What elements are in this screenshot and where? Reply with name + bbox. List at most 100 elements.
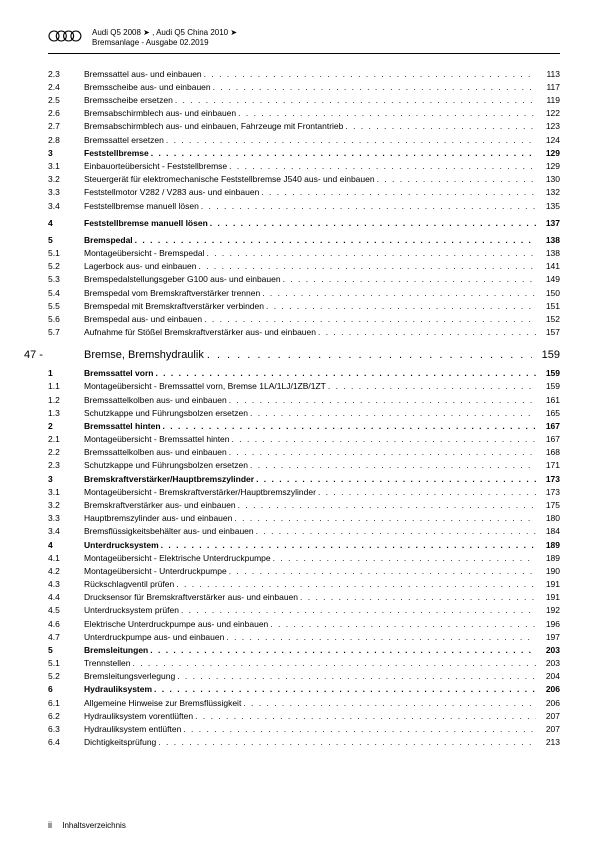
toc-page: 165 [536,407,560,420]
toc-section: 5Bremsleitungen. . . . . . . . . . . . .… [48,644,560,657]
footer-page-number: ii [48,820,52,830]
toc-page: 207 [536,723,560,736]
toc-num: 5.1 [48,247,84,260]
toc-num: 3.2 [48,173,84,186]
header-line-2: Bremsanlage - Ausgabe 02.2019 [92,38,237,48]
toc-num: 2.6 [48,107,84,120]
toc-page: 129 [536,160,560,173]
toc-page: 171 [536,459,560,472]
toc-num: 6.1 [48,697,84,710]
toc-num: 6.2 [48,710,84,723]
toc-dots: . . . . . . . . . . . . . . . . . . . . … [202,313,536,326]
toc-item: 4.3Rückschlagventil prüfen. . . . . . . … [48,578,560,591]
toc-page: 206 [536,683,560,696]
toc-item: 5.5Bremspedal mit Bremskraftverstärker v… [48,300,560,313]
toc-page: 189 [536,539,560,552]
toc-title: Montageübersicht - Bremssattel vorn, Bre… [84,380,326,393]
toc-item: 3.2Steuergerät für elektromechanische Fe… [48,173,560,186]
toc-dots: . . . . . . . . . . . . . . . . . . . . … [152,683,536,696]
toc-page: 123 [536,120,560,133]
toc-title: Montageübersicht - Bremspedal [84,247,204,260]
toc-dots: . . . . . . . . . . . . . . . . . . . . … [199,200,536,213]
toc-item: 3.1Montageübersicht - Bremskraftverstärk… [48,486,560,499]
toc-page: 189 [536,552,560,565]
toc-num: 5.6 [48,313,84,326]
toc-title: Steuergerät für elektromechanische Fests… [84,173,375,186]
toc-item: 3.1Einbauorteübersicht - Feststellbremse… [48,160,560,173]
toc-item: 3.4Feststellbremse manuell lösen. . . . … [48,200,560,213]
toc-section: 4Feststellbremse manuell lösen. . . . . … [48,217,560,230]
toc-page: 152 [536,313,560,326]
toc-title: Bremspedalstellungsgeber G100 aus- und e… [84,273,281,286]
toc-item: 4.7Unterdruckpumpe aus- und einbauen. . … [48,631,560,644]
toc-item: 3.2Bremskraftverstärker aus- und einbaue… [48,499,560,512]
toc-title: Bremsscheibe ersetzen [84,94,173,107]
toc-num: 1.2 [48,394,84,407]
table-of-contents: 2.3Bremssattel aus- und einbauen. . . . … [48,68,560,749]
toc-num: 4.7 [48,631,84,644]
toc-num: 4 [48,539,84,552]
toc-title: Bremsflüssigkeitsbehälter aus- und einba… [84,525,254,538]
toc-page: 119 [536,94,560,107]
toc-page: 203 [536,657,560,670]
toc-num: 2.2 [48,446,84,459]
toc-dots: . . . . . . . . . . . . . . . . . . . . … [227,446,536,459]
toc-dots: . . . . . . . . . . . . . . . . . . . . … [264,300,536,313]
toc-num: 5.2 [48,670,84,683]
toc-num: 2.5 [48,94,84,107]
toc-dots: . . . . . . . . . . . . . . . . . . . . … [236,107,536,120]
toc-num: 3.3 [48,186,84,199]
toc-item: 1.2Bremssattelkolben aus- und einbauen. … [48,394,560,407]
toc-dots: . . . . . . . . . . . . . . . . . . . . … [149,147,536,160]
toc-title: Feststellbremse manuell lösen [84,217,208,230]
toc-title: Unterdruckpumpe aus- und einbauen [84,631,224,644]
toc-num: 5 [48,234,84,247]
toc-page: 173 [536,473,560,486]
toc-page: 207 [536,710,560,723]
toc-item: 2.8Bremssattel ersetzen. . . . . . . . .… [48,134,560,147]
toc-title: Bremsabschirmblech aus- und einbauen [84,107,236,120]
toc-item: 2.7Bremsabschirmblech aus- und einbauen,… [48,120,560,133]
toc-section: 1Bremssattel vorn. . . . . . . . . . . .… [48,367,560,380]
toc-dots: . . . . . . . . . . . . . . . . . . . . … [204,247,536,260]
toc-title: Bremskraftverstärker/Hauptbremszylinder [84,473,254,486]
toc-dots: . . . . . . . . . . . . . . . . . . . . … [343,120,536,133]
toc-dots: . . . . . . . . . . . . . . . . . . . . … [326,380,536,393]
toc-title: Bremspedal aus- und einbauen [84,313,202,326]
toc-num: 4.6 [48,618,84,631]
toc-title: Unterdrucksystem prüfen [84,604,179,617]
toc-title: Feststellmotor V282 / V283 aus- und einb… [84,186,259,199]
toc-item: 1.1Montageübersicht - Bremssattel vorn, … [48,380,560,393]
toc-page: 184 [536,525,560,538]
toc-page: 150 [536,287,560,300]
toc-dots: . . . . . . . . . . . . . . . . . . . . … [230,433,536,446]
toc-num: 1.1 [48,380,84,393]
toc-item: 5.1Montageübersicht - Bremspedal. . . . … [48,247,560,260]
toc-section: 5Bremspedal. . . . . . . . . . . . . . .… [48,234,560,247]
toc-num: 5.7 [48,326,84,339]
toc-title: Lagerbock aus- und einbauen [84,260,196,273]
toc-dots: . . . . . . . . . . . . . . . . . . . . … [268,618,536,631]
toc-page: 175 [536,499,560,512]
toc-page: 161 [536,394,560,407]
toc-page: 213 [536,736,560,749]
toc-title: Dichtigkeitsprüfung [84,736,156,749]
toc-dots: . . . . . . . . . . . . . . . . . . . . … [133,234,536,247]
toc-num: 3.1 [48,160,84,173]
toc-page: 168 [536,446,560,459]
toc-title: Feststellbremse [84,147,149,160]
toc-section: 3Bremskraftverstärker/Hauptbremszylinder… [48,473,560,486]
toc-item: 5.2Bremsleitungsverlegung. . . . . . . .… [48,670,560,683]
toc-page: 167 [536,433,560,446]
toc-dots: . . . . . . . . . . . . . . . . . . . . … [227,394,536,407]
toc-page: 132 [536,186,560,199]
toc-dots: . . . . . . . . . . . . . . . . . . . . … [161,420,536,433]
toc-page: 159 [536,380,560,393]
toc-title: Rückschlagventil prüfen [84,578,174,591]
toc-num: 2.4 [48,81,84,94]
toc-title: Drucksensor für Bremskraftverstärker aus… [84,591,298,604]
toc-item: 3.3Feststellmotor V282 / V283 aus- und e… [48,186,560,199]
toc-title: Bremspedal mit Bremskraftverstärker verb… [84,300,264,313]
toc-num: 5.3 [48,273,84,286]
page: Audi Q5 2008 ➤ , Audi Q5 China 2010 ➤ Br… [0,0,600,769]
